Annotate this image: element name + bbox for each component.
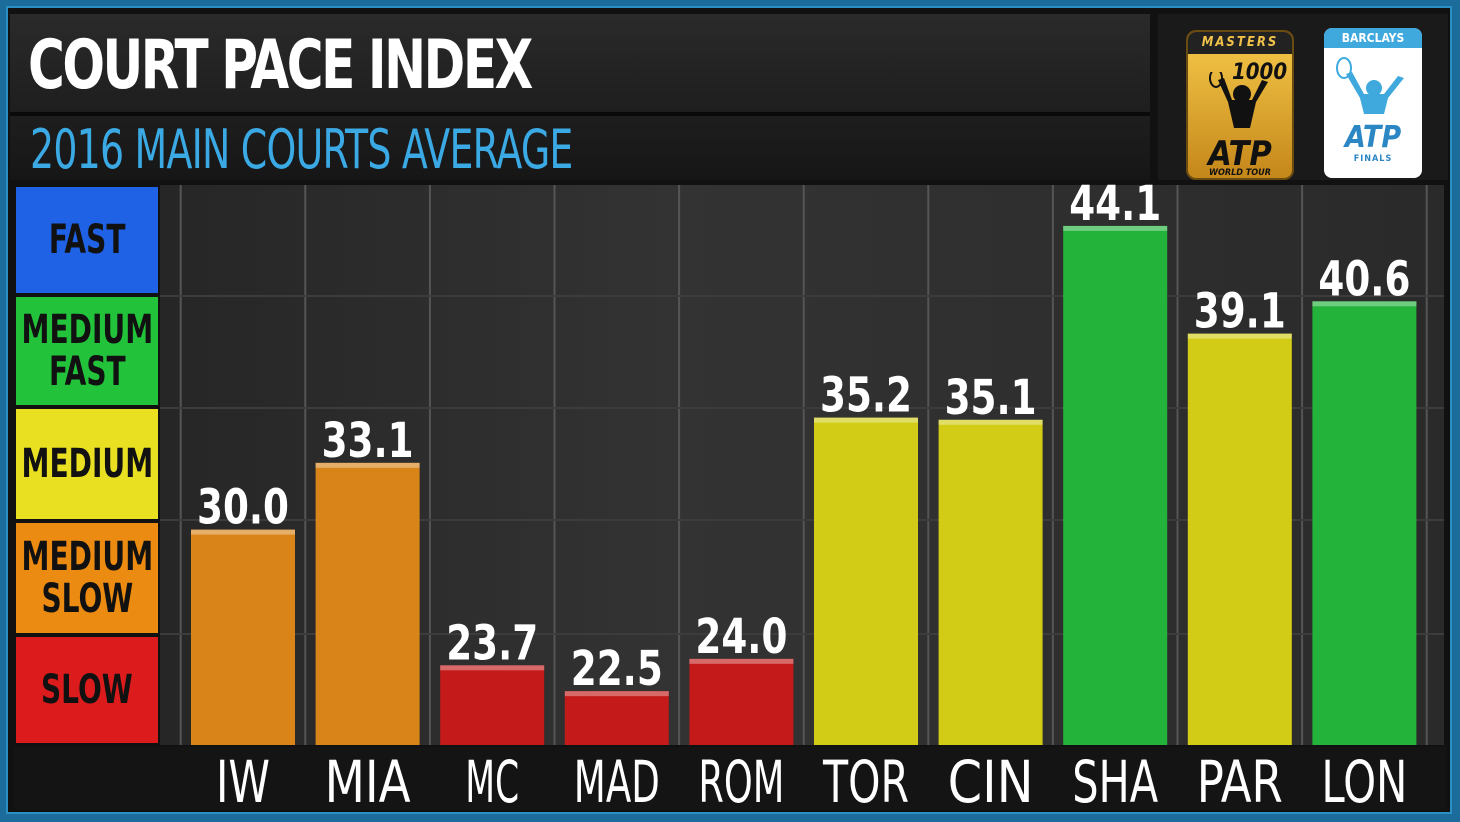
legend-label: FAST [48,217,126,263]
value-label-mc: 23.7 [446,615,538,671]
bar-par [1187,333,1292,745]
bar-highlight [564,691,669,697]
bar-highlight [315,462,420,468]
value-label-cin: 35.1 [945,370,1037,426]
value-label-lon: 40.6 [1318,251,1410,307]
player-silhouette-icon-blue [1336,57,1404,114]
value-label-par: 39.1 [1194,284,1286,340]
finals-logo-tag: BARCLAYS [1341,31,1405,45]
chart-subtitle: 2016 MAIN COURTS AVERAGE [30,118,573,181]
atp-masters-1000-logo: MASTERS 1000 ATP WORLD TOUR [1186,30,1294,180]
legend-medium-slow: MEDIUM SLOW [14,521,160,635]
finals-logo-brand: ATP [1344,120,1402,155]
bar-highlight [1187,333,1292,339]
value-label-iw: 30.0 [197,480,289,536]
category-label-mia: MIA [325,748,411,816]
atp-finals-logo: BARCLAYS ATP FINALS [1324,28,1422,178]
category-axis-band [14,747,1446,810]
value-label-tor: 35.2 [820,368,912,424]
category-label-rom: ROM [698,748,784,816]
category-label-tor: TOR [822,748,909,816]
bar-mia [315,462,420,745]
legend-slow: SLOW [14,635,160,745]
bar-lon [1312,301,1417,745]
bar-cin [938,419,1043,745]
category-label-lon: LON [1321,748,1407,816]
legend-medium: MEDIUM [14,407,160,521]
value-label-mad: 22.5 [571,641,663,697]
bar-highlight [689,658,794,664]
bar-highlight [938,419,1043,425]
bar-highlight [814,417,918,423]
legend-label: MEDIUM [21,441,153,487]
bar-tor [814,417,918,745]
header-divider [10,112,1150,116]
category-label-par: PAR [1197,748,1283,816]
finals-logo-sub: FINALS [1353,154,1393,164]
chart-title: COURT PACE INDEX [28,26,533,105]
value-label-rom: 24.0 [695,609,787,665]
bar-highlight [1063,225,1168,231]
bar-mad [564,691,669,745]
bar-iw [191,529,295,745]
bar-highlight [1312,301,1417,307]
bar-highlight [191,529,295,535]
legend-label: SLOW [41,667,133,713]
category-label-iw: IW [216,748,270,816]
pace-legend: FAST MEDIUM FAST MEDIUM MEDIUM SLOW SLOW [14,185,160,745]
bar-rom [689,658,794,745]
masters-logo-sub: WORLD TOUR [1209,168,1271,178]
masters-logo-number: 1000 [1232,60,1288,85]
value-label-sha: 44.1 [1069,176,1161,232]
legend-medium-fast: MEDIUM FAST [14,295,160,407]
legend-fast: FAST [14,185,160,295]
legend-label: MEDIUM FAST [21,307,153,395]
masters-logo-brand: ATP [1208,134,1272,174]
masters-logo-tag: MASTERS [1201,35,1279,50]
bar-sha [1063,225,1168,745]
category-label-sha: SHA [1072,748,1158,816]
category-label-mad: MAD [574,748,660,816]
bar-mc [440,665,545,745]
player-silhouette-icon [1209,72,1268,128]
legend-label: MEDIUM SLOW [21,534,153,622]
value-label-mia: 33.1 [322,413,414,469]
category-label-cin: CIN [948,748,1034,816]
category-label-mc: MC [465,748,519,816]
header-panel [10,14,1150,180]
bar-highlight [440,665,545,671]
